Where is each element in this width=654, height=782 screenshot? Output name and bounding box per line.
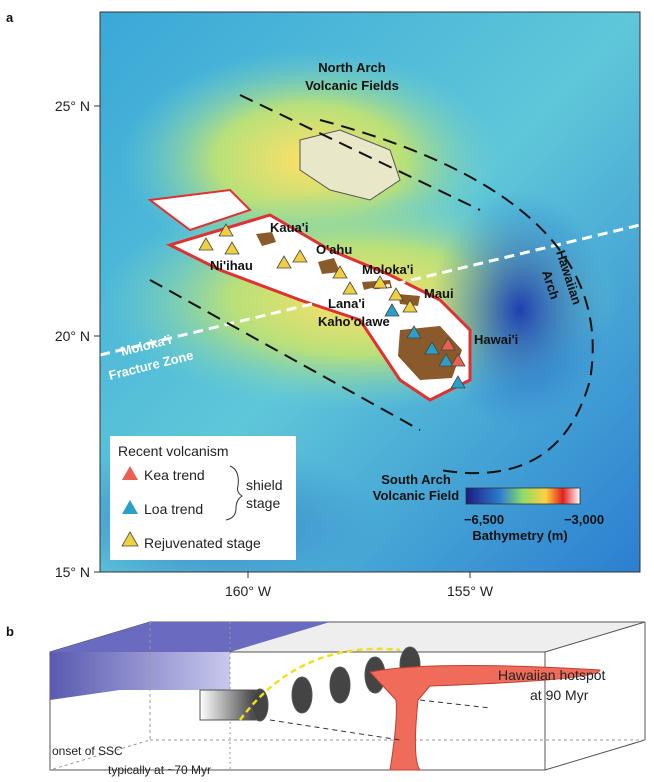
island-label: Maui [424,286,454,301]
colorbar [466,488,580,504]
annotation: at 90 Myr [530,687,589,703]
x-tick-label: 160° W [225,583,272,599]
island-label: Kaho'olawe [318,314,390,329]
y-tick-label: 20° N [55,328,90,344]
colorbar-label: −6,500 [464,512,504,527]
map-label: Volcanic Fields [305,78,399,93]
annotation: typically at ~70 Myr [108,763,211,777]
x-tick-label: 155° W [447,583,494,599]
annotation: Hawaiian hotspot [498,667,606,683]
y-tick-label: 25° N [55,98,90,114]
y-tick-label: 15° N [55,564,90,580]
panel-label: b [6,624,14,639]
colorbar-title: Bathymetry (m) [472,528,567,543]
island-label: O'ahu [316,242,352,257]
panel-label: a [6,10,14,25]
legend-group: shield [246,477,283,493]
legend-item: Kea trend [144,467,205,483]
map-label: North Arch [318,60,385,75]
legend-item: Loa trend [144,501,203,517]
figure: a [0,0,654,782]
island-label: Ni'ihau [210,258,253,273]
legend-title: Recent volcanism [118,443,229,459]
annotation: onset of SSC [52,744,123,758]
legend-item: Rejuvenated stage [144,535,261,551]
map-label: Volcanic Field [373,488,460,503]
island-label: Lana'i [328,296,365,311]
island-label: Hawai'i [474,332,518,347]
island-label: Moloka'i [362,262,414,277]
legend-group: stage [246,495,280,511]
island-label: Kaua'i [270,220,309,235]
colorbar-label: −3,000 [564,512,604,527]
map-label: South Arch [381,472,451,487]
